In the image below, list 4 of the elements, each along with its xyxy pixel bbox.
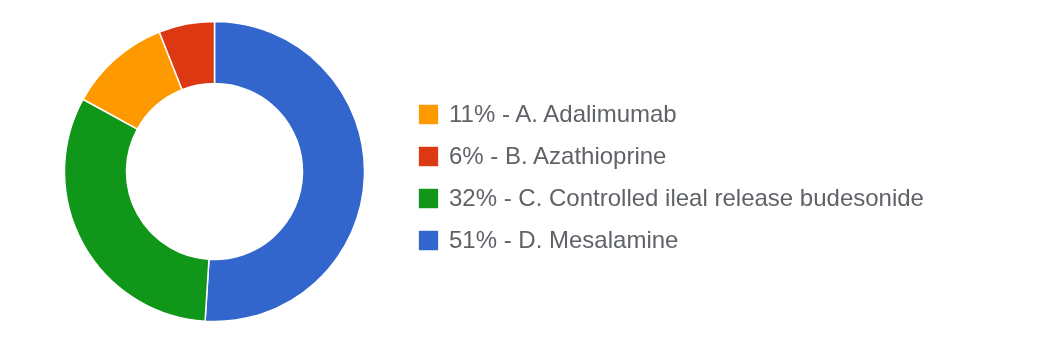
legend-label: 32% - C. Controlled ileal release budesonide xyxy=(449,184,924,212)
legend-label: 6% - B. Azathioprine xyxy=(449,142,667,170)
legend-label: 11% - A. Adalimumab xyxy=(449,100,677,128)
legend-label: 51% - D. Mesalamine xyxy=(449,226,679,254)
